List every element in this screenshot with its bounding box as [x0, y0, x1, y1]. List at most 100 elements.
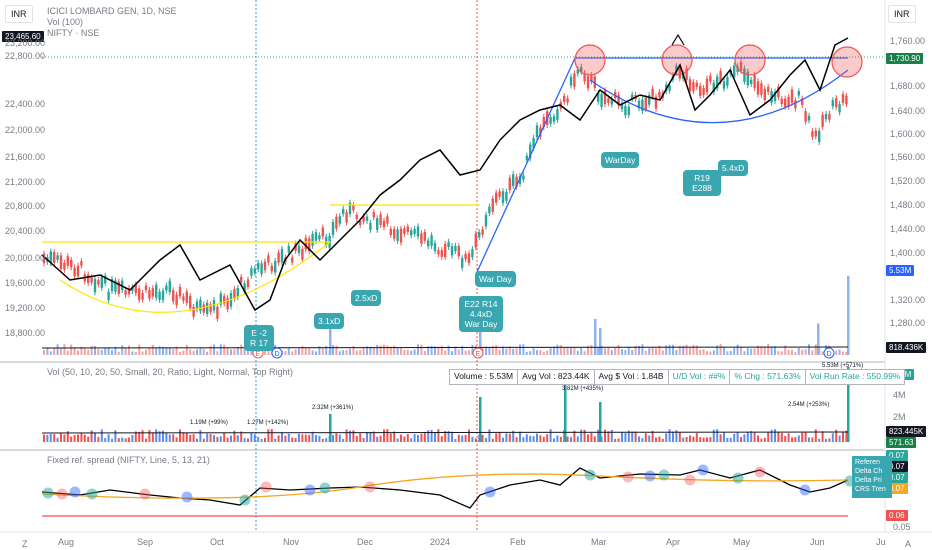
- stat-ud: U/D Vol : ##%: [669, 370, 731, 384]
- volume-bar: [583, 351, 586, 355]
- volume-bar: [165, 347, 168, 355]
- volume-bar: [352, 346, 355, 355]
- earnings-marker-label: D: [827, 351, 832, 358]
- volume-bar: [366, 346, 368, 355]
- volume-bar: [644, 350, 647, 355]
- vol-indicator-label[interactable]: Vol (100): [47, 17, 84, 27]
- price-candle: [42, 253, 46, 264]
- volume-bar: [600, 345, 603, 355]
- volume-bar: [308, 348, 311, 355]
- volume-bar: [726, 351, 729, 355]
- vol-panel-bar: [753, 432, 756, 442]
- vol-panel-bar: [199, 429, 202, 442]
- price-candle: [607, 98, 610, 103]
- symbol-title[interactable]: ICICI LOMBARD GEN, 1D, NSE: [47, 6, 177, 16]
- vol-indicator-legend[interactable]: Vol (50, 10, 20, 50, Small, 20, Ratio, L…: [47, 367, 293, 377]
- volume-bar: [318, 346, 321, 355]
- vol-panel-bar: [94, 432, 96, 442]
- volume-bar: [607, 347, 610, 355]
- volume-bar: [49, 351, 52, 355]
- price-candle: [760, 83, 763, 95]
- x-axis-label: Jun: [810, 537, 825, 547]
- highlight-circle: [831, 46, 863, 78]
- vol-panel-bar: [253, 434, 256, 442]
- price-candle: [505, 191, 508, 201]
- price-candle: [403, 228, 406, 234]
- volume-bar: [179, 351, 181, 355]
- volume-bar: [655, 348, 657, 355]
- price-candle: [141, 293, 144, 300]
- vol-panel-bar: [791, 437, 793, 442]
- price-candle: [688, 79, 692, 91]
- x-axis-label: Mar: [591, 537, 607, 547]
- price-candle: [236, 288, 239, 298]
- price-candle: [733, 65, 736, 78]
- volume-bar: [842, 351, 844, 355]
- price-candle: [807, 115, 811, 121]
- volume-bar: [845, 351, 848, 355]
- volume-bar: [675, 349, 678, 355]
- price-candle: [335, 216, 338, 229]
- vol-panel-bar: [508, 433, 511, 442]
- callout-e2: E -2 R 17: [244, 325, 274, 351]
- vol-panel-bar: [121, 437, 124, 442]
- price-candle: [457, 246, 460, 257]
- vol-panel-bar: [420, 433, 423, 442]
- vol-annotation: 3.82M (+435%): [562, 386, 604, 392]
- spread-dot: [260, 481, 272, 493]
- auto-scale-button[interactable]: A: [905, 539, 912, 549]
- price-candle: [522, 175, 525, 180]
- vol-panel-bar: [689, 435, 691, 442]
- volume-bar: [665, 345, 668, 355]
- volume-bar: [168, 347, 171, 355]
- volume-bar: [60, 348, 62, 355]
- volume-bar: [614, 347, 617, 355]
- left-axis-tick: 20,800.00: [5, 201, 46, 211]
- vol-panel-bar: [845, 430, 848, 442]
- volume-bar: [134, 351, 137, 355]
- spread-legend-box: Referen Delta Ch Delta Pri CRS Tren: [852, 456, 892, 498]
- volume-bar: [427, 346, 430, 355]
- price-candle: [603, 90, 607, 105]
- spread-indicator-legend[interactable]: Fixed ref. spread (NIFTY, Line, 5, 13, 2…: [47, 455, 210, 465]
- volume-bar: [90, 345, 93, 355]
- volume-bar: [580, 348, 583, 355]
- volume-bar: [767, 344, 770, 355]
- price-candle: [658, 91, 661, 97]
- price-candle: [709, 75, 712, 82]
- vol-4m-tick: 4M: [893, 390, 906, 400]
- price-candle: [797, 91, 800, 96]
- price-candle: [161, 290, 165, 301]
- vol-panel-bar: [818, 438, 821, 442]
- vol-panel-bar: [780, 432, 783, 442]
- currency-badge-right[interactable]: INR: [888, 5, 916, 23]
- price-candle: [165, 285, 168, 291]
- price-candle: [189, 295, 192, 309]
- price-candle: [430, 235, 433, 246]
- vol-panel-bar: [77, 434, 79, 442]
- price-candle: [556, 109, 559, 120]
- volume-bar: [447, 345, 450, 355]
- vol-panel-bar: [678, 432, 681, 442]
- price-candle: [624, 105, 627, 116]
- price-candle: [195, 301, 199, 310]
- volume-bar: [719, 344, 722, 355]
- vol-2m-tick: 2M: [893, 412, 906, 422]
- price-candle: [777, 86, 780, 98]
- volume-bar: [199, 347, 202, 355]
- vol-panel-bar: [655, 437, 657, 442]
- price-candle: [260, 263, 263, 274]
- volume-bar: [189, 349, 192, 355]
- volume-bar: [335, 345, 338, 355]
- vol-panel-bar: [311, 431, 314, 442]
- currency-badge-left[interactable]: INR: [5, 5, 33, 23]
- vol-panel-bar: [70, 436, 73, 442]
- timezone-button[interactable]: Z: [22, 539, 28, 549]
- price-candle: [498, 191, 501, 197]
- price-candle: [172, 290, 175, 302]
- price-candle: [376, 218, 379, 230]
- earnings-marker: [472, 347, 484, 359]
- price-candle: [66, 256, 69, 266]
- nifty-overlay-label[interactable]: NIFTY · NSE: [47, 28, 100, 38]
